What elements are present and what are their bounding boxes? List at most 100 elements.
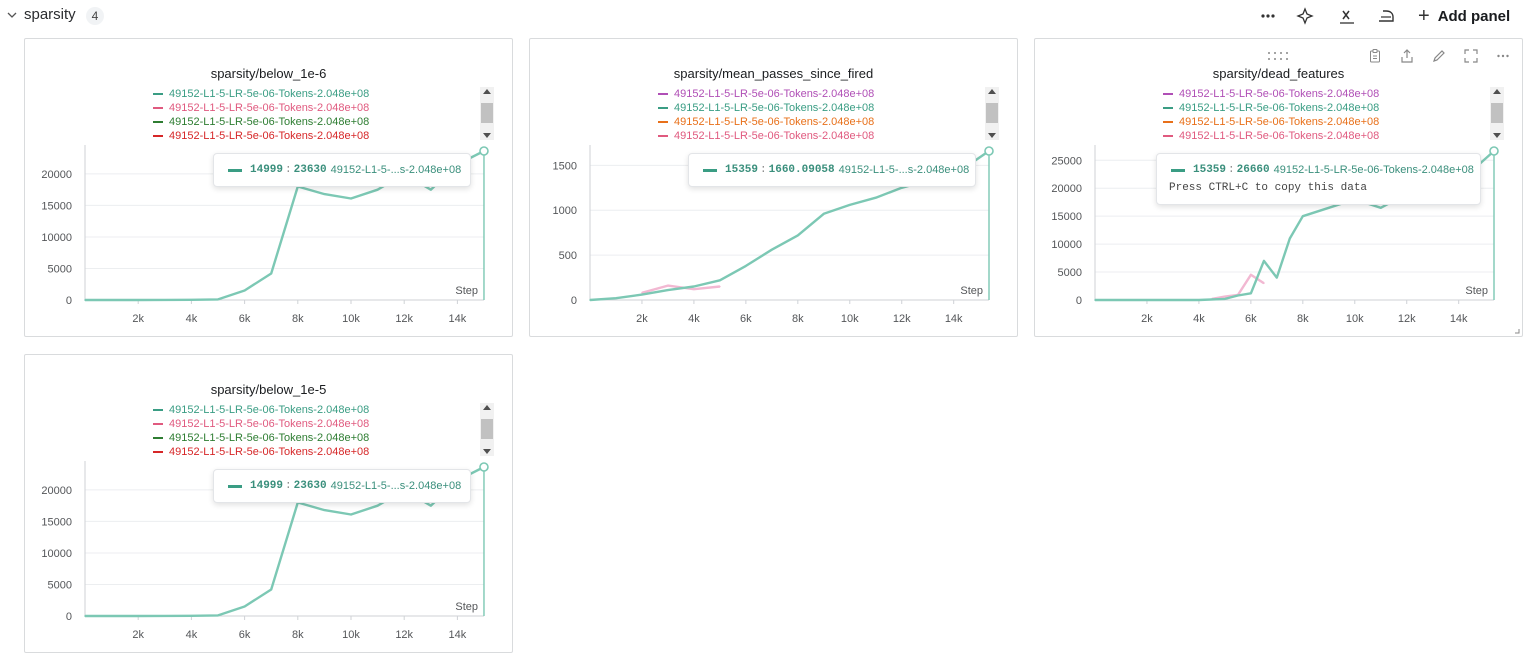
x-axis-icon[interactable] <box>1337 6 1357 26</box>
tooltip-swatch <box>703 168 717 172</box>
legend-item[interactable]: 49152-L1-5-LR-5e-06-Tokens-2.048e+08 <box>153 115 369 129</box>
x-axis-label: Step <box>1465 285 1488 297</box>
scroll-up-icon[interactable] <box>483 405 491 410</box>
more-options-icon[interactable] <box>1258 6 1278 26</box>
legend-item[interactable]: 49152-L1-5-LR-5e-06-Tokens-2.048e+08 <box>153 87 369 101</box>
line-chart[interactable]: 0 5000 10000 15000 20000 2k 4k 6k 8k 10k 12k 14k Ste… <box>25 39 514 338</box>
y-tick-label: 1000 <box>553 205 577 217</box>
data-point <box>874 196 877 199</box>
line-chart[interactable]: 0 5000 10000 15000 20000 25000 2k 4k 6k 8k 10k 12k 1… <box>1035 39 1524 338</box>
data-point <box>797 234 799 237</box>
legend-item[interactable]: 49152-L1-5-LR-5e-06-Tokens-2.048e+08 <box>153 417 369 431</box>
legend-item[interactable]: 49152-L1-5-LR-5e-06-Tokens-2.048e+08 <box>153 431 369 445</box>
data-point <box>745 265 747 267</box>
sparkle-pin-icon[interactable] <box>1295 6 1315 26</box>
x-axis-label: Step <box>960 285 983 297</box>
tooltip-separator: : <box>760 164 767 176</box>
legend-item[interactable]: 49152-L1-5-LR-5e-06-Tokens-2.048e+08 <box>1163 115 1379 129</box>
chart-panel-dead-features[interactable]: sparsity/dead_features 49152-L1-5-LR-5e-… <box>1034 38 1523 337</box>
chart-panel-mean-passes-since-fired[interactable]: sparsity/mean_passes_since_fired 49152-L… <box>529 38 1018 337</box>
scroll-up-icon[interactable] <box>988 89 996 94</box>
data-point <box>1263 282 1265 285</box>
hover-marker <box>479 146 489 156</box>
x-tick-label: 10k <box>841 313 859 325</box>
more-options-icon[interactable] <box>1495 48 1511 64</box>
data-point <box>323 509 326 511</box>
legend-label: 49152-L1-5-LR-5e-06-Tokens-2.048e+08 <box>674 116 875 128</box>
scroll-thumb[interactable] <box>986 103 998 123</box>
scroll-down-icon[interactable] <box>483 449 491 454</box>
line-chart[interactable]: 0 5000 10000 15000 20000 2k 4k 6k 8k 10k 12k 14k Ste… <box>25 355 514 654</box>
chart-panel-below-1e-6[interactable]: sparsity/below_1e-6 49152-L1-5-LR-5e-06-… <box>24 38 513 337</box>
data-point <box>823 213 825 215</box>
y-tick-label: 500 <box>559 250 577 262</box>
fullscreen-icon[interactable] <box>1463 48 1479 64</box>
smoothing-iron-icon[interactable] <box>1376 6 1396 26</box>
x-tick-label: 2k <box>132 313 144 325</box>
data-point <box>693 285 695 288</box>
x-tick-label: 14k <box>945 313 963 325</box>
legend-item[interactable]: 49152-L1-5-LR-5e-06-Tokens-2.048e+08 <box>1163 101 1379 115</box>
tooltip-separator: : <box>1228 164 1235 176</box>
chevron-down-icon[interactable] <box>6 9 18 21</box>
legend-item[interactable]: 49152-L1-5-LR-5e-06-Tokens-2.048e+08 <box>658 87 874 101</box>
section-title[interactable]: sparsity <box>24 6 76 23</box>
legend-scrollbar[interactable] <box>985 87 999 140</box>
panel-title: sparsity/below_1e-5 <box>210 382 327 397</box>
legend-item[interactable]: 49152-L1-5-LR-5e-06-Tokens-2.048e+08 <box>153 101 369 115</box>
scroll-down-icon[interactable] <box>988 133 996 138</box>
legend-item[interactable]: 49152-L1-5-LR-5e-06-Tokens-2.048e+08 <box>153 445 369 459</box>
scroll-thumb[interactable] <box>481 419 493 439</box>
data-point <box>1328 206 1330 209</box>
data-point <box>719 279 721 282</box>
x-tick-label: 2k <box>1141 313 1153 325</box>
plus-icon: + <box>1418 5 1430 27</box>
legend-label: 49152-L1-5-LR-5e-06-Tokens-2.048e+08 <box>1179 116 1380 128</box>
legend-item[interactable]: 49152-L1-5-LR-5e-06-Tokens-2.048e+08 <box>658 101 874 115</box>
y-tick-label: 0 <box>1076 295 1082 307</box>
resize-handle-icon[interactable] <box>1514 328 1520 334</box>
data-point <box>1094 299 1096 301</box>
x-tick-label: 6k <box>239 629 251 641</box>
data-point <box>1250 274 1252 276</box>
data-point <box>641 292 643 294</box>
y-tick-label: 0 <box>571 295 577 307</box>
edit-pencil-icon[interactable] <box>1431 48 1447 64</box>
data-point <box>1146 299 1148 301</box>
legend-item[interactable]: 49152-L1-5-LR-5e-06-Tokens-2.048e+08 <box>658 129 874 143</box>
add-panel-button[interactable]: + Add panel <box>1418 5 1510 27</box>
legend-label: 49152-L1-5-LR-5e-06-Tokens-2.048e+08 <box>674 102 875 114</box>
data-point <box>243 605 246 608</box>
legend-item[interactable]: 49152-L1-5-LR-5e-06-Tokens-2.048e+08 <box>1163 129 1379 143</box>
legend-scrollbar[interactable] <box>1490 87 1504 140</box>
scroll-up-icon[interactable] <box>483 89 491 94</box>
scroll-thumb[interactable] <box>1491 103 1503 123</box>
data-point <box>1289 237 1291 240</box>
line-chart[interactable]: 0 500 1000 1500 2k 4k 6k 8k 10k 12k 14k Step <box>530 39 1019 338</box>
legend-scrollbar[interactable] <box>480 403 494 456</box>
clipboard-icon[interactable] <box>1367 48 1383 64</box>
share-icon[interactable] <box>1399 48 1415 64</box>
scroll-down-icon[interactable] <box>1493 133 1501 138</box>
chart-panel-below-1e-5[interactable]: sparsity/below_1e-5 49152-L1-5-LR-5e-06-… <box>24 354 513 653</box>
tooltip-step: 14999 <box>250 164 284 176</box>
x-tick-label: 10k <box>342 313 360 325</box>
legend-item[interactable]: 49152-L1-5-LR-5e-06-Tokens-2.048e+08 <box>153 403 369 417</box>
legend-item[interactable]: 49152-L1-5-LR-5e-06-Tokens-2.048e+08 <box>1163 87 1379 101</box>
data-point <box>615 297 617 300</box>
legend-scrollbar[interactable] <box>480 87 494 140</box>
drag-handle-icon[interactable] <box>1266 51 1292 61</box>
scroll-thumb[interactable] <box>481 103 493 123</box>
scroll-up-icon[interactable] <box>1493 89 1501 94</box>
x-tick-label: 4k <box>688 313 700 325</box>
data-point <box>110 615 113 617</box>
x-tick-label: 6k <box>740 313 752 325</box>
legend: 49152-L1-5-LR-5e-06-Tokens-2.048e+08 491… <box>153 403 369 459</box>
legend-item[interactable]: 49152-L1-5-LR-5e-06-Tokens-2.048e+08 <box>658 115 874 129</box>
legend-swatch <box>153 93 163 95</box>
data-point <box>164 615 166 617</box>
tooltip-step: 15359 <box>1193 164 1227 176</box>
hover-tooltip: 14999:23630 49152-L1-5-...s-2.048e+08 <box>213 469 471 503</box>
legend-item[interactable]: 49152-L1-5-LR-5e-06-Tokens-2.048e+08 <box>153 129 369 143</box>
scroll-down-icon[interactable] <box>483 133 491 138</box>
